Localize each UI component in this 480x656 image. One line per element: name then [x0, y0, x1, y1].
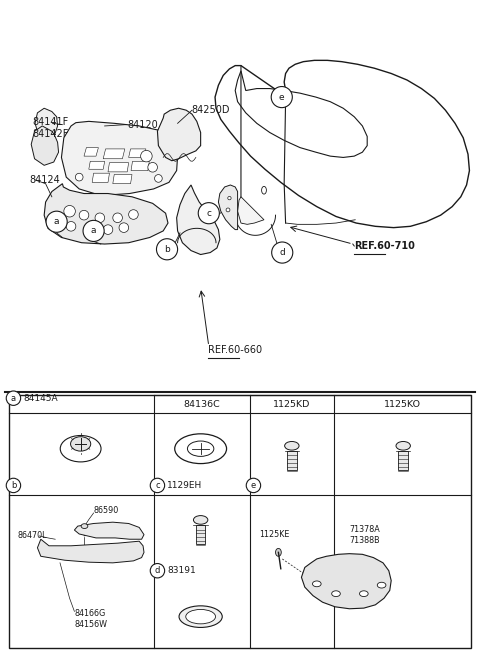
Ellipse shape [129, 210, 138, 219]
Text: 1125KO: 1125KO [384, 400, 421, 409]
Ellipse shape [228, 196, 231, 200]
Polygon shape [74, 522, 144, 539]
Ellipse shape [119, 223, 129, 232]
Ellipse shape [95, 213, 105, 222]
Text: 84166G
84156W: 84166G 84156W [74, 609, 108, 629]
Ellipse shape [83, 220, 104, 241]
Ellipse shape [187, 441, 214, 457]
Ellipse shape [262, 186, 266, 194]
Ellipse shape [198, 203, 219, 224]
Text: 86590: 86590 [94, 506, 119, 515]
Text: b: b [11, 481, 16, 490]
Ellipse shape [193, 516, 208, 524]
Ellipse shape [84, 225, 94, 234]
Polygon shape [103, 149, 125, 159]
Ellipse shape [46, 211, 67, 232]
Ellipse shape [113, 213, 122, 222]
Ellipse shape [396, 441, 410, 450]
Text: REF.60-660: REF.60-660 [208, 344, 262, 355]
Polygon shape [44, 184, 168, 244]
Ellipse shape [272, 242, 293, 263]
Text: 84120: 84120 [127, 119, 158, 130]
Bar [287, 451, 297, 470]
Polygon shape [129, 149, 146, 157]
Text: c: c [155, 481, 160, 490]
Text: REF.60-710: REF.60-710 [354, 241, 415, 251]
Ellipse shape [156, 239, 178, 260]
Polygon shape [238, 197, 264, 224]
Text: a: a [11, 394, 16, 403]
Polygon shape [61, 121, 178, 195]
Polygon shape [131, 161, 149, 171]
Text: 1125KD: 1125KD [273, 400, 310, 409]
Ellipse shape [6, 478, 21, 493]
Ellipse shape [103, 225, 113, 234]
Polygon shape [108, 163, 129, 172]
Polygon shape [113, 174, 132, 184]
Ellipse shape [226, 208, 230, 212]
Text: 86470L: 86470L [17, 531, 47, 541]
Ellipse shape [179, 606, 222, 627]
Text: b: b [164, 245, 170, 254]
Polygon shape [31, 126, 59, 165]
Ellipse shape [186, 609, 216, 624]
Polygon shape [37, 539, 144, 563]
Text: c: c [206, 209, 211, 218]
Ellipse shape [79, 211, 89, 220]
Ellipse shape [246, 478, 261, 493]
Ellipse shape [150, 478, 165, 493]
Text: 84250D: 84250D [191, 105, 229, 115]
Text: 83191: 83191 [167, 566, 196, 575]
Text: 84124: 84124 [30, 175, 60, 186]
Text: 71378A
71388B: 71378A 71388B [349, 525, 380, 544]
Ellipse shape [150, 564, 165, 578]
Ellipse shape [271, 87, 292, 108]
Text: 84136C: 84136C [183, 400, 220, 409]
Text: d: d [279, 248, 285, 257]
Ellipse shape [6, 391, 21, 405]
Ellipse shape [66, 222, 76, 231]
Polygon shape [177, 185, 220, 255]
Ellipse shape [60, 436, 101, 462]
Bar [9, 395, 471, 648]
Bar [196, 525, 205, 544]
Text: 1125KE: 1125KE [259, 530, 289, 539]
Ellipse shape [175, 434, 227, 464]
Ellipse shape [312, 581, 321, 586]
Polygon shape [215, 60, 469, 228]
Ellipse shape [75, 173, 83, 181]
Polygon shape [157, 108, 201, 161]
Circle shape [276, 548, 281, 556]
Ellipse shape [332, 591, 340, 596]
Ellipse shape [155, 174, 162, 182]
Ellipse shape [141, 150, 152, 162]
Text: e: e [251, 481, 256, 490]
Polygon shape [218, 185, 238, 230]
Ellipse shape [148, 163, 157, 172]
Polygon shape [92, 173, 109, 182]
Polygon shape [89, 161, 105, 169]
Ellipse shape [81, 523, 88, 529]
Text: 84145A: 84145A [23, 394, 58, 403]
Polygon shape [301, 554, 391, 609]
Polygon shape [84, 148, 98, 156]
Ellipse shape [377, 583, 386, 588]
Ellipse shape [71, 437, 91, 451]
Text: a: a [54, 217, 60, 226]
Ellipse shape [64, 205, 75, 217]
Text: e: e [279, 92, 285, 102]
Polygon shape [235, 71, 367, 157]
Ellipse shape [360, 591, 368, 596]
Text: d: d [155, 566, 160, 575]
Bar [398, 451, 408, 470]
Text: a: a [91, 226, 96, 236]
Ellipse shape [285, 441, 299, 450]
Text: 84141F
84142F: 84141F 84142F [33, 117, 69, 139]
Polygon shape [35, 108, 58, 139]
Text: 1129EH: 1129EH [167, 481, 202, 490]
